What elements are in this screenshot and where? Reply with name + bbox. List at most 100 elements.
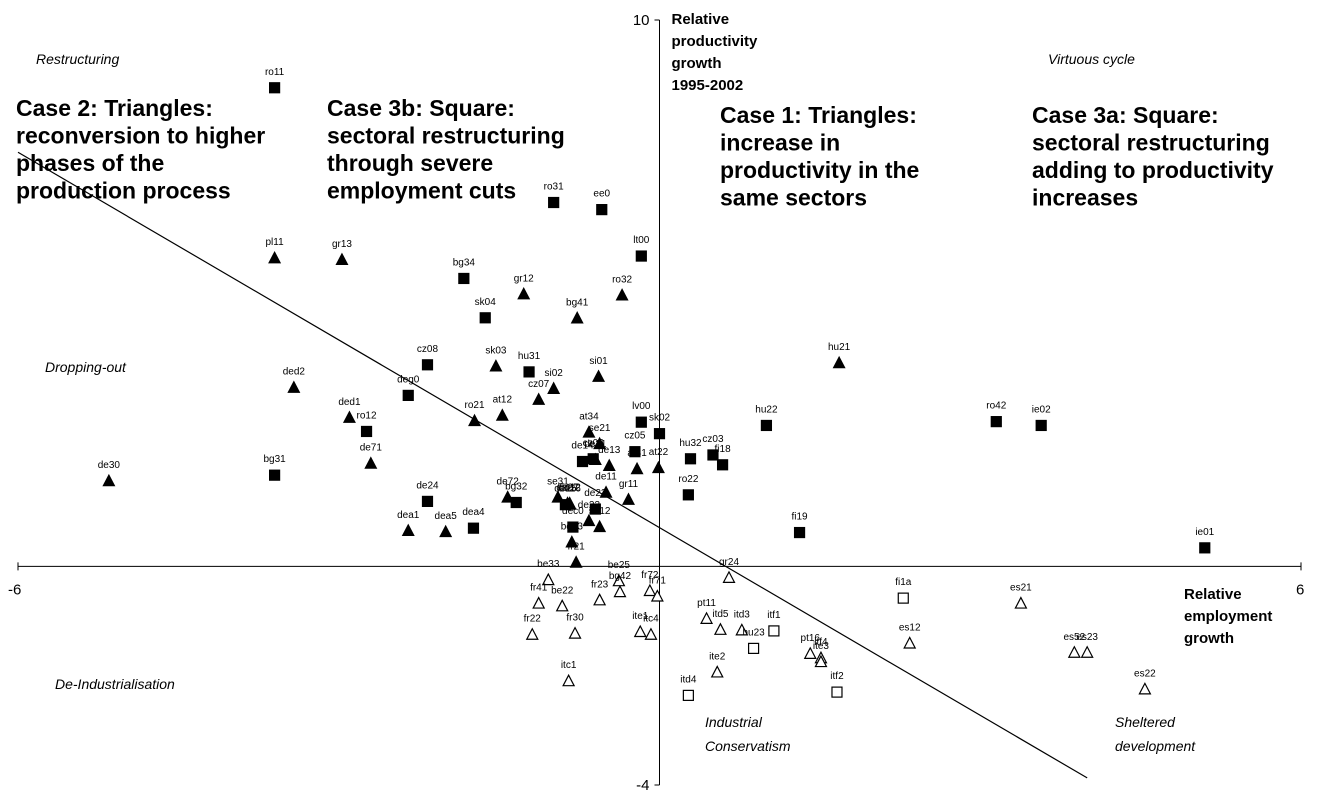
point-label: gr24 [719,557,739,568]
point-label: itd4 [680,674,697,685]
point-marker-triangle [287,380,301,393]
y-tick-label: 10 [633,12,650,29]
case-annotation-line: same sectors [720,185,867,211]
point-label: de11 [595,472,617,483]
point-marker-square [421,495,434,508]
point-label: de26 [559,484,582,495]
point-marker-triangle [517,287,531,300]
point-label: de12 [559,483,582,494]
point-label: fr72 [641,570,659,581]
point-label: ro32 [612,274,632,285]
point-marker-triangle [814,654,828,668]
point-marker-square [629,446,641,458]
trend-line [17,151,1088,779]
point-marker-triangle [102,473,116,487]
point-marker-triangle [644,627,658,640]
case-annotation-line: employment cuts [327,178,516,204]
point-marker-triangle [501,490,515,503]
point-label: fr23 [591,579,609,590]
point-label: fi18 [715,444,732,455]
quadrant-label: Sheltered [1115,714,1176,730]
case-annotation-line: productivity in the [720,157,919,183]
point-label: de72 [497,477,520,488]
point-label: de24 [416,480,439,491]
point-label: be23 [561,521,584,532]
case-annotation-line: phases of the [16,150,164,176]
point-label: se12 [589,506,611,517]
point-marker-square [768,625,780,637]
point-marker-square [747,642,760,654]
point-label: fi19 [791,512,808,523]
point-marker-triangle [615,288,629,301]
point-label: ded2 [283,367,306,378]
y-axis-title: 1995-2002 [672,77,744,94]
point-label: es22 [1134,668,1156,679]
point-marker-triangle [532,596,546,609]
point-label: bg42 [609,571,632,582]
point-label: hu22 [755,404,778,415]
point-marker-triangle [903,636,917,649]
point-marker-square [684,453,697,465]
point-marker-square [635,250,647,262]
point-marker-triangle [722,570,736,584]
point-label: ro11 [265,67,285,78]
point-marker-triangle [532,392,546,405]
point-marker-triangle [713,622,727,635]
point-marker-triangle [401,523,415,537]
point-marker-square [793,526,806,539]
point-label: bg34 [453,257,476,268]
point-label: ee0 [593,189,610,200]
point-marker-square [269,469,281,481]
case-annotation-line: Case 3a: Square: [1032,102,1219,128]
point-marker-square [523,366,535,378]
point-marker-square [635,416,647,428]
quadrant-label: Restructuring [36,51,119,67]
case-annotation-line: increase in [720,130,840,156]
point-marker-triangle [551,490,565,503]
point-label: ro21 [465,400,485,411]
point-marker-square [402,389,414,401]
point-marker-square [589,503,601,515]
point-marker-triangle [599,485,613,498]
point-label: hu31 [518,351,541,362]
point-marker-square [831,686,843,698]
x-axis-title: Relative [1184,586,1242,603]
case-annotation-line: sectoral restructuring [1032,130,1270,156]
point-marker-triangle [342,410,356,423]
case-annotation-line: Case 3b: Square: [327,95,515,121]
point-marker-square [467,522,480,534]
point-marker-square [576,455,589,468]
point-label: itc1 [561,660,577,671]
point-marker-triangle [592,369,606,382]
quadrant-label: Dropping-out [45,359,127,375]
point-label: de14 [571,441,594,452]
case-annotation-line: reconversion to higher [16,123,265,149]
point-label: ro31 [544,182,564,193]
point-label: gr13 [332,239,352,250]
point-marker-triangle [735,623,749,636]
point-marker-square [682,489,694,501]
point-label: ie02 [1032,404,1051,415]
point-label: at34 [579,412,599,423]
point-marker-triangle [525,627,539,640]
point-label: ro12 [357,410,377,421]
case-annotation-line: increases [1032,185,1138,211]
point-marker-triangle [582,425,596,438]
quadrant-label: De-Industrialisation [55,676,175,692]
point-marker-square [760,419,773,432]
point-marker-triangle [562,673,576,687]
point-label: de22 [584,488,607,499]
point-marker-triangle [803,646,817,659]
point-marker-triangle [570,311,584,324]
point-label: sk02 [649,413,671,424]
point-label: sk03 [485,345,507,356]
point-label: de27 [556,483,579,494]
point-marker-triangle [588,452,602,465]
point-marker-triangle [710,665,724,678]
point-marker-square [897,592,909,604]
point-marker-triangle [602,458,616,471]
point-label: itf1 [767,610,781,621]
x-axis-title: growth [1184,630,1234,647]
point-label: at31 [627,448,647,459]
point-label: sk04 [475,297,497,308]
